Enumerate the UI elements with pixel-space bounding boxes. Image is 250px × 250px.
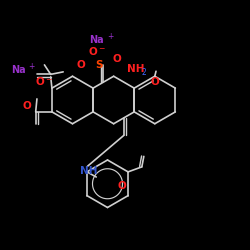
Text: O: O xyxy=(112,54,121,64)
Text: O: O xyxy=(22,101,32,111)
Text: Na: Na xyxy=(89,35,104,45)
Text: +: + xyxy=(28,62,34,71)
Text: +: + xyxy=(108,32,114,41)
Text: O: O xyxy=(150,77,159,87)
Text: NH: NH xyxy=(128,64,145,74)
Text: O: O xyxy=(76,60,85,70)
Text: Na: Na xyxy=(12,65,26,75)
Text: −: − xyxy=(98,44,104,54)
Text: O: O xyxy=(35,77,44,87)
Text: 2: 2 xyxy=(142,68,147,77)
Text: NH: NH xyxy=(80,166,98,175)
Text: S: S xyxy=(95,60,102,70)
Text: O: O xyxy=(118,181,126,191)
Text: O: O xyxy=(88,47,97,57)
Text: −: − xyxy=(46,75,52,84)
